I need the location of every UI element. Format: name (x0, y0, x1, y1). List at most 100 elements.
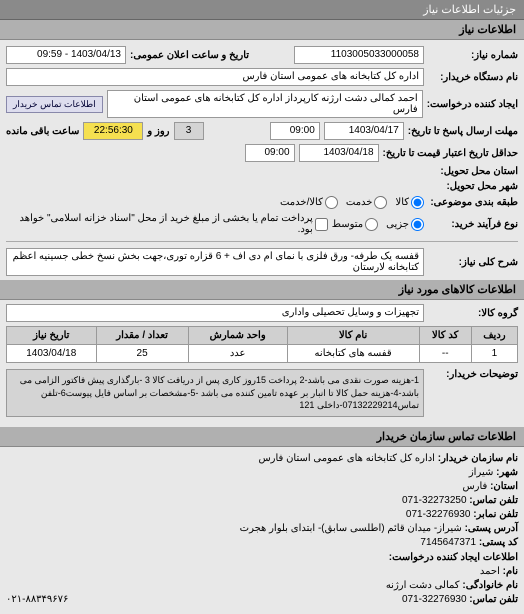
row-buyer-org: نام دستگاه خریدار: اداره کل کتابخانه های… (6, 68, 518, 86)
row-price-validity: حداقل تاریخ اعتبار قیمت تا تاریخ: 1403/0… (6, 144, 518, 162)
contact-province-label: استان: (490, 481, 518, 492)
creator-family-value: کمالی دشت ارژنه (386, 580, 460, 591)
td-row: 1 (471, 345, 517, 363)
contact-fax-label: تلفن نمابر: (473, 509, 518, 520)
creator-name-row: نام: احمد (6, 566, 518, 577)
requester-value: احمد کمالی دشت ارژنه کارپرداز اداره کل ک… (107, 90, 423, 118)
contact-city-value: شیراز (469, 467, 494, 478)
th-code: کد کالا (419, 327, 471, 345)
th-row: ردیف (471, 327, 517, 345)
contact-postal-label: کد پستی: (479, 537, 518, 548)
remaining-label: ساعت باقی مانده (6, 126, 79, 137)
row-topic-class: طبقه بندی موضوعی: کالا خدمت کالا/خدمت (6, 196, 518, 209)
reply-deadline-label: مهلت ارسال پاسخ تا تاریخ: (408, 126, 518, 137)
topic-kala-input[interactable] (411, 196, 424, 209)
buy-medium-radio[interactable]: متوسط (332, 218, 378, 231)
creator-name-label: نام: (503, 566, 518, 577)
row-requester: ایجاد کننده درخواست: احمد کمالی دشت ارژن… (6, 90, 518, 118)
contact-header: اطلاعات تماس سازمان خریدار (0, 427, 524, 447)
th-date: تاریخ نیاز (7, 327, 97, 345)
th-name: نام کالا (287, 327, 419, 345)
contact-section: نام سازمان خریدار: اداره کل کتابخانه های… (0, 447, 524, 614)
buy-partial-radio[interactable]: جزیی (386, 218, 424, 231)
row-province: استان محل تحویل: (6, 166, 518, 177)
buy-process-label: نوع فرآیند خرید: (428, 219, 518, 230)
need-title-value: قفسه یک طرفه- ورق فلزی با نمای ام دی اف … (6, 248, 424, 276)
creator-phone-label: تلفن تماس: (469, 594, 518, 605)
topic-class-label: طبقه بندی موضوعی: (428, 197, 518, 208)
buy-partial-input[interactable] (411, 218, 424, 231)
row-city: شهر محل تحویل: (6, 181, 518, 192)
need-number-value: 1103005033000058 (294, 46, 424, 64)
buy-note-check[interactable]: پرداخت تمام یا بخشی از مبلغ خرید از محل … (6, 213, 328, 235)
row-reply-deadline: مهلت ارسال پاسخ تا تاریخ: 1403/04/17 09:… (6, 122, 518, 140)
contact-org-value: اداره کل کتابخانه های عمومی استان فارس (258, 453, 435, 464)
topic-service-input[interactable] (374, 196, 387, 209)
td-date: 1403/04/18 (7, 345, 97, 363)
reply-time-value: 09:00 (270, 122, 320, 140)
creator-family-label: نام خانوادگی: (462, 580, 518, 591)
row-buyer-desc: توضیحات خریدار: 1-هزینه صورت نقدی می باش… (6, 369, 518, 417)
contact-fax-row: تلفن نمابر: 32276930-071 (6, 509, 518, 520)
row-need-title: شرح کلی نیاز: قفسه یک طرفه- ورق فلزی با … (6, 248, 518, 276)
contact-city-label: شهر: (496, 467, 518, 478)
row-item-group: گروه کالا: تجهیزات و وسایل تحصیلی واداری (6, 304, 518, 322)
announce-datetime-label: تاریخ و ساعت اعلان عمومی: (130, 50, 249, 61)
contact-link-button[interactable]: اطلاعات تماس خریدار (6, 96, 103, 113)
buyer-org-label: نام دستگاه خریدار: (428, 72, 518, 83)
items-header: اطلاعات کالاهای مورد نیاز (0, 280, 524, 300)
contact-addr-value: شیراز- میدان قائم (اطلسی سابق)- ابتدای ب… (240, 523, 462, 534)
topic-service-radio[interactable]: خدمت (346, 196, 388, 209)
contact-province-value: فارس (462, 481, 487, 492)
price-time-value: 09:00 (245, 144, 295, 162)
contact-fax-value: 32276930-071 (406, 509, 471, 520)
td-qty: 25 (96, 345, 188, 363)
buyer-city-label: شهر محل تحویل: (428, 181, 518, 192)
table-header-row: ردیف کد کالا نام کالا واحد شمارش تعداد /… (7, 327, 518, 345)
creator-header: اطلاعات ایجاد کننده درخواست: (6, 552, 518, 563)
requester-label: ایجاد کننده درخواست: (427, 99, 518, 110)
need-number-label: شماره نیاز: (428, 50, 518, 61)
row-buy-process: نوع فرآیند خرید: جزیی متوسط پرداخت تمام … (6, 213, 518, 235)
footer-phone: ۰۲۱-۸۸۳۴۹۶۷۶ (6, 594, 68, 605)
buy-medium-input[interactable] (365, 218, 378, 231)
th-unit: واحد شمارش (188, 327, 287, 345)
buyer-province-label: استان محل تحویل: (428, 166, 518, 177)
creator-name-value: احمد (480, 566, 500, 577)
topic-radio-group: کالا خدمت کالا/خدمت (280, 196, 424, 209)
day-label: روز و (147, 126, 169, 137)
price-date-value: 1403/04/18 (299, 144, 379, 162)
need-title-label: شرح کلی نیاز: (428, 257, 518, 268)
contact-postal-value: 7145647371 (420, 537, 476, 548)
contact-phone-value: 32273250-071 (402, 495, 467, 506)
announce-datetime-value: 1403/04/13 - 09:59 (6, 46, 126, 64)
days-value: 3 (174, 122, 204, 140)
buy-note-checkbox[interactable] (315, 218, 328, 231)
contact-org-label: نام سازمان خریدار: (438, 453, 518, 464)
topic-both-radio[interactable]: کالا/خدمت (280, 196, 338, 209)
buyer-desc-label: توضیحات خریدار: (428, 369, 518, 380)
contact-phone-label: تلفن تماس: (469, 495, 518, 506)
td-unit: عدد (188, 345, 287, 363)
td-name: قفسه های کتابخانه (287, 345, 419, 363)
contact-addr-label: آدرس پستی: (465, 523, 518, 534)
buyer-org-value: اداره کل کتابخانه های عمومی استان فارس (6, 68, 424, 86)
panel-header: جزئیات اطلاعات نیاز (0, 0, 524, 20)
contact-province-row: استان: فارس (6, 481, 518, 492)
item-group-value: تجهیزات و وسایل تحصیلی واداری (6, 304, 424, 322)
need-info-content: شماره نیاز: 1103005033000058 تاریخ و ساع… (0, 40, 524, 427)
contact-addr-row: آدرس پستی: شیراز- میدان قائم (اطلسی سابق… (6, 523, 518, 534)
creator-phone-row: تلفن تماس: 32276930-071 ۰۲۱-۸۸۳۴۹۶۷۶ (6, 594, 518, 605)
contact-phone-row: تلفن تماس: 32273250-071 (6, 495, 518, 506)
creator-phone-value: 32276930-071 (402, 594, 467, 605)
reply-date-value: 1403/04/17 (324, 122, 404, 140)
topic-both-input[interactable] (325, 196, 338, 209)
price-validity-label: حداقل تاریخ اعتبار قیمت تا تاریخ: (383, 148, 518, 159)
td-code: -- (419, 345, 471, 363)
items-table: ردیف کد کالا نام کالا واحد شمارش تعداد /… (6, 326, 518, 363)
need-info-header: اطلاعات نیاز (0, 20, 524, 40)
buy-radio-group: جزیی متوسط (332, 218, 424, 231)
table-row: 1 -- قفسه های کتابخانه عدد 25 1403/04/18 (7, 345, 518, 363)
topic-kala-radio[interactable]: کالا (395, 196, 424, 209)
buyer-desc-value: 1-هزینه صورت نقدی می باشد-2 پرداخت 15روز… (6, 369, 424, 417)
